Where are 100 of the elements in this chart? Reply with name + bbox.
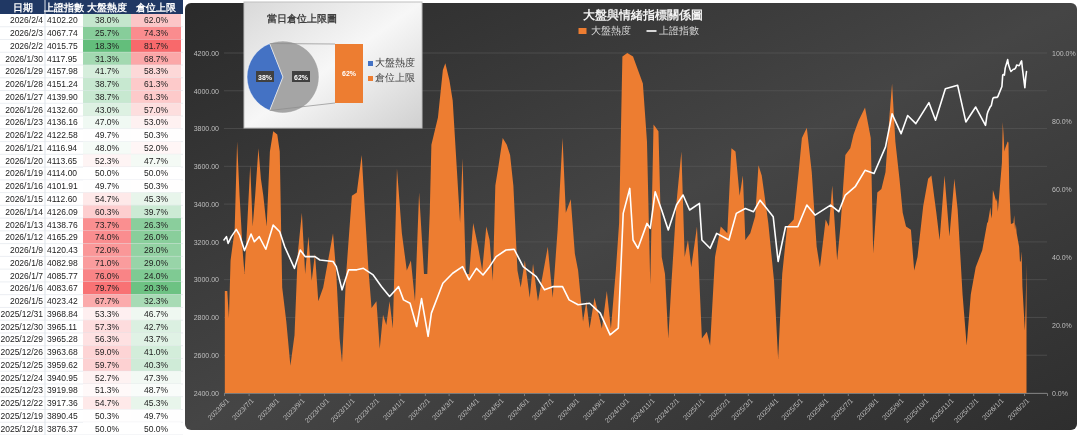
data-label: 26.0% (143, 232, 169, 243)
data-label: 76.0% (94, 270, 120, 281)
y2-tick-label: 4120.43 (47, 245, 78, 256)
y-tick-label: 2025/12/24 (0, 372, 44, 383)
data-label: 41.7% (94, 66, 120, 77)
y2-tick-label: 4136.16 (47, 117, 78, 128)
y-tick-label: 2026/1/5 (9, 296, 44, 307)
y-tick-label: 2026/1/15 (5, 193, 44, 204)
data-label: 39.7% (143, 206, 169, 217)
y-tick-label: 2026/1/22 (5, 130, 44, 141)
data-label: 57.3% (94, 321, 120, 332)
y2-tick-label: 3917.36 (47, 398, 78, 409)
data-label: 50.0% (143, 423, 169, 434)
data-label: 71.0% (94, 257, 120, 268)
y-tick-label: 2026/1/26 (5, 104, 44, 115)
data-label: 59.7% (94, 359, 120, 370)
data-label: 51.3% (94, 385, 120, 396)
y2-tick-label: 4113.65 (47, 155, 78, 166)
data-label: 38.0% (94, 15, 120, 26)
data-label: 50.3% (143, 130, 169, 141)
legend-label: 大盤熱度 (590, 25, 631, 36)
y-tick-label: 2025/12/30 (0, 321, 44, 332)
y-tick-label: 2025/12/22 (0, 398, 44, 409)
y2-tick-label: 4023.42 (47, 296, 78, 307)
data-label: 73.7% (94, 219, 120, 230)
data-label: 68.7% (143, 53, 169, 64)
y2-tick-label: 4151.24 (47, 79, 78, 90)
y2-tick-label: 3959.62 (47, 359, 78, 370)
data-label: 32.3% (143, 296, 169, 307)
data-label: 26.3% (143, 219, 169, 230)
y-tick-label: 2026/1/9 (9, 245, 44, 256)
data-label: 59.0% (94, 347, 120, 358)
data-label: 52.3% (94, 155, 120, 166)
y2-tick-label: 4138.76 (47, 219, 78, 230)
chart-title: 當日倉位上限圖 (267, 13, 337, 24)
y-tick-label: 2026/2/2 (9, 40, 44, 51)
data-label: 38.7% (94, 91, 120, 102)
y2-tick-label: 4114.00 (47, 168, 78, 179)
data-label: 18.3% (94, 40, 120, 51)
data-label: 53.3% (94, 308, 120, 319)
y-tick-label: 2026/1/29 (5, 66, 44, 77)
y2-tick-label: 4083.67 (47, 283, 78, 294)
data-label: 38.7% (94, 79, 120, 90)
data-label: 20.3% (143, 283, 169, 294)
data-label: 46.7% (143, 308, 169, 319)
data-label: 41.0% (143, 347, 169, 358)
y-tick-label: 2025/12/23 (0, 385, 44, 396)
data-label: 45.3% (143, 398, 169, 409)
y-tick-label: 2026/1/12 (5, 232, 44, 243)
data-label: 24.0% (143, 270, 169, 281)
y2-tick-label: 4117.95 (47, 53, 78, 64)
y-tick-label: 2026/1/23 (5, 117, 44, 128)
y2-tick-label: 4082.98 (47, 257, 78, 268)
y-tick-label: 2025/12/26 (0, 347, 44, 358)
y2-tick-label: 4122.58 (47, 130, 78, 141)
y2-tick-label: 4126.09 (47, 206, 78, 217)
data-label: 50.3% (143, 181, 169, 192)
data-label: 45.3% (143, 193, 169, 204)
y2-tick-label: 4102.20 (47, 15, 78, 26)
data-label: 25.7% (94, 28, 120, 39)
y2-axis-title: 上證指數 (43, 1, 85, 13)
y2-tick-label: 4067.74 (47, 28, 78, 39)
y2-tick-label: 4085.77 (47, 270, 78, 281)
y-tick-label: 2026/1/30 (5, 53, 44, 64)
data-label: 62.0% (143, 15, 169, 26)
data-label: 28.0% (143, 245, 169, 256)
y2-tick-label: 4157.98 (47, 66, 78, 77)
y-tick-label: 2026/1/7 (9, 270, 44, 281)
y2-tick-label: 3940.95 (47, 372, 78, 383)
data-label: 43.7% (143, 334, 169, 345)
chart-title: 大盤與情緒指標關係圖 (582, 8, 703, 22)
y-tick-label: 2026/1/13 (5, 219, 44, 230)
data-label: 49.7% (94, 181, 120, 192)
data-label: 50.0% (94, 423, 120, 434)
y2-tick-label: 3919.98 (47, 385, 78, 396)
line-series (223, 58, 1028, 338)
data-label: 42.7% (143, 321, 169, 332)
y2-tick-label: 4015.75 (47, 40, 78, 51)
data-label: 56.3% (94, 334, 120, 345)
data-label: 67.7% (94, 296, 120, 307)
data-label: 47.0% (94, 117, 120, 128)
y-tick-label: 2026/1/14 (5, 206, 44, 217)
legend-label: 倉位上限 (375, 72, 415, 83)
data-label: 31.3% (94, 53, 120, 64)
data-label: 54.7% (94, 398, 120, 409)
data-label: 60.3% (94, 206, 120, 217)
data-label: 81.7% (143, 40, 169, 51)
y-tick-label: 2026/1/21 (5, 142, 44, 153)
y-tick-label: 2025/12/25 (0, 359, 44, 370)
data-label: 52.0% (143, 142, 169, 153)
y-tick-label: 2026/1/27 (5, 91, 44, 102)
data-label: 43.0% (94, 104, 120, 115)
y-tick-label: 2025/12/19 (0, 410, 44, 421)
y-tick-label: 2026/1/28 (5, 79, 44, 90)
data-label: 49.7% (143, 410, 169, 421)
data-label: 58.3% (143, 66, 169, 77)
data-label: 49.7% (94, 130, 120, 141)
data-label: 40.3% (143, 359, 169, 370)
y2-tick-label: 3963.68 (47, 347, 78, 358)
data-label: 47.7% (143, 155, 169, 166)
